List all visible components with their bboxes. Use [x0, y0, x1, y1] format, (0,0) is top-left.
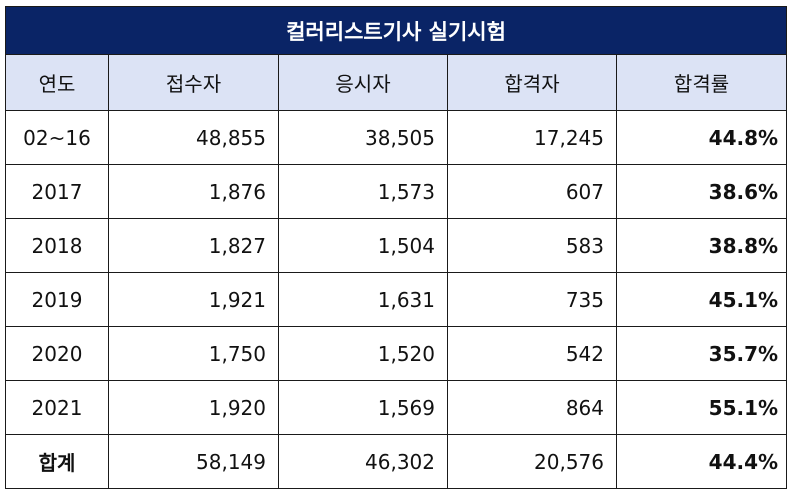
header-examinees: 응시자	[278, 54, 448, 111]
passers-cell: 17,245	[447, 110, 617, 165]
exam-statistics-table: 컬러리스트기사 실기시험 연도 접수자 응시자 합격자 합격률 02~16 48…	[4, 6, 788, 489]
applicants-cell: 1,750	[108, 326, 279, 381]
applicants-cell: 1,920	[108, 380, 279, 435]
table-row: 2019 1,921 1,631 735 45.1%	[5, 272, 788, 327]
passers-cell: 607	[447, 164, 617, 219]
applicants-cell: 48,855	[108, 110, 279, 165]
pass-rate-cell: 35.7%	[615, 326, 788, 381]
passers-cell: 583	[447, 218, 617, 273]
year-cell: 2020	[5, 326, 109, 381]
header-year: 연도	[5, 54, 109, 111]
table-row: 02~16 48,855 38,505 17,245 44.8%	[5, 110, 788, 165]
table-row: 2018 1,827 1,504 583 38.8%	[5, 218, 788, 273]
applicants-cell: 1,827	[108, 218, 279, 273]
table-title: 컬러리스트기사 실기시험	[4, 6, 788, 55]
year-cell: 2018	[5, 218, 109, 273]
pass-rate-cell: 55.1%	[615, 380, 788, 435]
pass-rate-cell: 38.6%	[615, 164, 788, 219]
year-cell: 2019	[5, 272, 109, 327]
year-cell: 02~16	[5, 110, 109, 165]
examinees-cell: 38,505	[278, 110, 448, 165]
table-row: 2017 1,876 1,573 607 38.6%	[5, 164, 788, 219]
year-cell: 2017	[5, 164, 109, 219]
total-passers-cell: 20,576	[447, 434, 617, 489]
examinees-cell: 1,520	[278, 326, 448, 381]
total-examinees-cell: 46,302	[278, 434, 448, 489]
examinees-cell: 1,569	[278, 380, 448, 435]
applicants-cell: 1,876	[108, 164, 279, 219]
header-pass-rate: 합격률	[615, 54, 788, 111]
total-row: 합계 58,149 46,302 20,576 44.4%	[5, 434, 788, 489]
header-applicants: 접수자	[108, 54, 279, 111]
table-row: 2021 1,920 1,569 864 55.1%	[5, 380, 788, 435]
passers-cell: 542	[447, 326, 617, 381]
table-row: 2020 1,750 1,520 542 35.7%	[5, 326, 788, 381]
pass-rate-cell: 44.8%	[615, 110, 788, 165]
total-applicants-cell: 58,149	[108, 434, 279, 489]
pass-rate-cell: 38.8%	[615, 218, 788, 273]
examinees-cell: 1,631	[278, 272, 448, 327]
passers-cell: 864	[447, 380, 617, 435]
header-row: 연도 접수자 응시자 합격자 합격률	[5, 54, 788, 111]
examinees-cell: 1,504	[278, 218, 448, 273]
table-container: 컬러리스트기사 실기시험 연도 접수자 응시자 합격자 합격률 02~16 48…	[4, 6, 788, 489]
applicants-cell: 1,921	[108, 272, 279, 327]
year-cell: 2021	[5, 380, 109, 435]
total-label-cell: 합계	[5, 434, 109, 489]
passers-cell: 735	[447, 272, 617, 327]
pass-rate-cell: 45.1%	[615, 272, 788, 327]
header-passers: 합격자	[447, 54, 617, 111]
examinees-cell: 1,573	[278, 164, 448, 219]
total-pass-rate-cell: 44.4%	[615, 434, 788, 489]
